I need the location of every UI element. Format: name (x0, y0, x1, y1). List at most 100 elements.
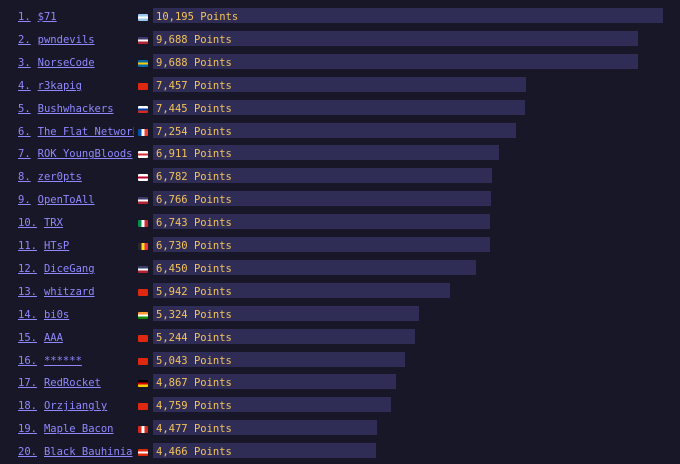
team-points: 7,445 Points (156, 103, 232, 115)
team-name: $71 (37, 11, 57, 23)
points-value: 4,466 (156, 446, 188, 459)
team-name: ****** (43, 354, 82, 367)
points-value: 6,911 (156, 148, 188, 161)
team-rank: 14. (18, 308, 37, 321)
team-link[interactable]: 15. AAA (18, 332, 134, 344)
points-label: Points (193, 102, 232, 115)
india-flag-icon (138, 311, 148, 319)
score-bar (153, 8, 663, 23)
team-rank: 5. (18, 102, 31, 115)
team-link[interactable]: 13. whitzard (18, 286, 134, 298)
team-row: 14. bi0s 5,324 Points (0, 304, 680, 327)
team-row: 4. r3kapig 7,457 Points (0, 75, 680, 98)
score-bar (153, 76, 526, 92)
points-value: 5,043 (156, 354, 188, 367)
sweden-flag-icon (138, 59, 148, 67)
germany-flag-icon (138, 380, 148, 388)
team-row: 10. TRX 6,743 Points (0, 212, 680, 235)
team-link[interactable]: 6. The Flat Network (18, 126, 134, 138)
team-name: Orzjiangly (43, 400, 108, 413)
team-name: r3kapig (37, 79, 82, 92)
team-name: HTsP (43, 240, 70, 252)
team-link[interactable]: 8. zer0pts (18, 171, 134, 183)
hong-kong-flag-icon (138, 449, 148, 457)
team-rank: 7. (18, 148, 31, 161)
team-points: 5,043 Points (156, 355, 232, 367)
points-value: 7,457 (156, 79, 188, 92)
team-link[interactable]: 16. ****** (18, 355, 134, 367)
team-link[interactable]: 1. $71 (18, 11, 134, 23)
score-bar (153, 282, 450, 298)
team-link[interactable]: 10. TRX (18, 217, 134, 229)
points-value: 10,195 (156, 11, 194, 23)
team-points: 6,766 Points (156, 194, 232, 206)
team-link[interactable]: 5. Bushwhackers (18, 103, 134, 115)
team-link[interactable]: 18. Orzjiangly (18, 400, 134, 412)
team-rank: 13. (18, 285, 37, 298)
team-points: 7,254 Points (156, 126, 232, 138)
team-link[interactable]: 9. OpenToAll (18, 194, 134, 206)
team-points: 7,457 Points (156, 80, 232, 92)
team-points: 4,477 Points (156, 423, 232, 435)
team-rank: 2. (18, 33, 31, 46)
team-points: 6,782 Points (156, 171, 232, 183)
team-rank: 18. (18, 400, 37, 413)
japan-flag-icon (138, 174, 148, 182)
team-link[interactable]: 17. RedRocket (18, 377, 134, 389)
team-row: 7. ROK YoungBloods 6,911 Points (0, 143, 680, 166)
team-rank: 19. (18, 423, 37, 436)
points-label: Points (193, 308, 232, 321)
points-label: Points (193, 377, 232, 390)
points-label: Points (193, 285, 232, 298)
china-flag-icon (138, 334, 148, 342)
team-link[interactable]: 4. r3kapig (18, 80, 134, 92)
team-link[interactable]: 14. bi0s (18, 309, 134, 321)
team-link[interactable]: 20. Black Bauhinia (18, 446, 134, 458)
team-link[interactable]: 7. ROK YoungBloods (18, 148, 134, 160)
team-points: 5,244 Points (156, 332, 232, 344)
team-row: 16. ****** 5,043 Points (0, 350, 680, 373)
points-label: Points (193, 423, 232, 436)
team-link[interactable]: 11. HTsP (18, 240, 134, 252)
team-name: bi0s (43, 308, 70, 321)
team-row: 15. AAA 5,244 Points (0, 327, 680, 350)
points-value: 4,867 (156, 377, 188, 390)
score-bar (153, 351, 405, 367)
belgium-flag-icon (138, 243, 148, 250)
team-rank: 6. (18, 125, 31, 138)
team-name: The Flat Network (37, 125, 134, 138)
usa-flag-icon (138, 265, 148, 273)
score-bar (153, 214, 490, 230)
team-link[interactable]: 2. pwndevils (18, 34, 134, 46)
russia-flag-icon (138, 105, 148, 113)
team-row: 3. NorseCode 9,688 Points (0, 52, 680, 75)
team-link[interactable]: 19. Maple Bacon (18, 423, 134, 435)
italy-flag-icon (138, 220, 148, 228)
score-bar (153, 237, 490, 252)
score-bar (153, 443, 376, 459)
score-bar (153, 328, 415, 344)
france-flag-icon (138, 128, 148, 136)
team-points: 10,195 Points (156, 11, 238, 23)
team-points: 6,743 Points (156, 217, 232, 229)
team-name: Bushwhackers (37, 102, 114, 115)
score-bar (153, 259, 476, 275)
score-bar (153, 53, 638, 69)
points-label: Points (193, 79, 232, 92)
team-link[interactable]: 3. NorseCode (18, 57, 134, 69)
team-link[interactable]: 12. DiceGang (18, 263, 134, 275)
team-points: 5,942 Points (156, 286, 232, 298)
points-label: Points (193, 446, 232, 459)
points-value: 9,688 (156, 56, 188, 69)
team-rank: 8. (18, 171, 31, 184)
team-points: 6,730 Points (156, 240, 232, 252)
team-row: 8. zer0pts 6,782 Points (0, 166, 680, 189)
team-name: NorseCode (37, 56, 95, 69)
team-row: 19. Maple Bacon 4,477 Points (0, 418, 680, 441)
team-name: ROK YoungBloods (37, 148, 133, 161)
points-label: Points (193, 194, 232, 207)
points-value: 5,244 (156, 331, 188, 344)
points-value: 6,743 (156, 217, 188, 230)
team-rank: 4. (18, 79, 31, 92)
team-points: 6,450 Points (156, 263, 232, 275)
